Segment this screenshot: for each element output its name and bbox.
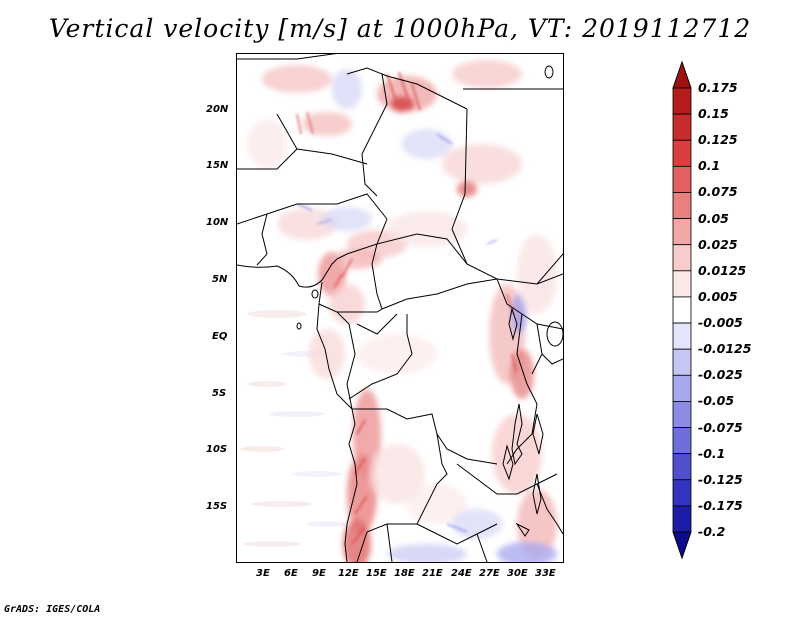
country-boundaries [237, 54, 563, 562]
colorbar-bin [672, 270, 692, 298]
colorbar-label: 0.025 [698, 236, 738, 252]
lon-tick-label: 3E [256, 568, 270, 579]
colorbar-label: -0.175 [698, 497, 743, 513]
colorbar-label: -0.075 [698, 419, 743, 435]
lat-tick-label: EQ [212, 331, 228, 342]
colorbar-bin [672, 192, 692, 219]
colorbar-label: 0.005 [698, 288, 738, 304]
lat-tick-label: 5S [212, 388, 227, 399]
colorbar-label: 0.175 [698, 80, 738, 95]
lat-tick-label: 20N [206, 104, 229, 115]
lon-tick-label: 12E [338, 568, 359, 579]
colorbar-bin [672, 348, 692, 376]
map-svg [237, 54, 563, 562]
colorbar-bin [672, 87, 692, 115]
footer-credit: GrADS: IGES/COLA [4, 604, 101, 615]
lat-tick-label: 10S [206, 444, 228, 455]
colorbar-bin [672, 322, 692, 350]
colorbar-bin [672, 165, 692, 193]
colorbar-label: -0.2 [698, 524, 726, 539]
colorbar-bottom-arrow [672, 531, 692, 560]
lat-tick-label: 10N [206, 217, 229, 228]
lon-tick-label: 15E [366, 568, 387, 579]
lon-tick-label: 18E [394, 568, 415, 579]
colorbar-top-arrow [672, 60, 692, 89]
colorbar-label: 0.1 [698, 158, 721, 174]
lon-tick-label: 6E [284, 568, 298, 579]
lon-tick-label: 24E [451, 568, 472, 579]
colorbar-label: 0.125 [698, 132, 738, 148]
islands [296, 65, 554, 330]
colorbar-bin [672, 139, 692, 167]
lon-tick-label: 9E [312, 568, 326, 579]
colorbar [672, 60, 692, 560]
lat-tick-label: 5N [212, 274, 228, 285]
colorbar-bin [672, 453, 692, 481]
colorbar-bin [672, 244, 692, 272]
colorbar-label: -0.025 [698, 367, 743, 383]
colorbar-bin [672, 427, 692, 455]
colorbar-label: 0.0125 [698, 262, 747, 278]
colorbar-label: -0.0125 [698, 341, 752, 357]
colorbar-bin [672, 401, 692, 428]
colorbar-bin [672, 218, 692, 246]
colorbar-label: -0.1 [698, 445, 726, 461]
ocean-speckle [240, 310, 347, 547]
colorbar-label: -0.05 [698, 393, 735, 409]
chart-title: Vertical velocity [m/s] at 1000hPa, VT: … [48, 14, 752, 43]
colorbar-label: 0.15 [698, 106, 729, 122]
map-plot-area [236, 53, 564, 563]
lon-tick-label: 27E [479, 568, 500, 579]
colorbar-bin [672, 296, 692, 324]
lat-tick-label: 15S [206, 501, 228, 512]
lon-tick-label: 33E [535, 568, 556, 579]
lon-tick-label: 30E [507, 568, 528, 579]
colorbar-label: 0.05 [698, 210, 729, 226]
colorbar-label: -0.125 [698, 471, 743, 487]
colorbar-label: 0.075 [698, 184, 738, 200]
velocity-field [247, 60, 557, 562]
colorbar-bin [672, 374, 692, 402]
colorbar-bin [672, 113, 692, 141]
colorbar-bin [672, 505, 692, 533]
velocity-streaks [296, 71, 517, 545]
colorbar-label: -0.005 [698, 315, 743, 331]
colorbar-bin [672, 479, 692, 507]
lon-tick-label: 21E [422, 568, 443, 579]
lat-tick-label: 15N [206, 160, 229, 171]
lakes [502, 307, 563, 537]
